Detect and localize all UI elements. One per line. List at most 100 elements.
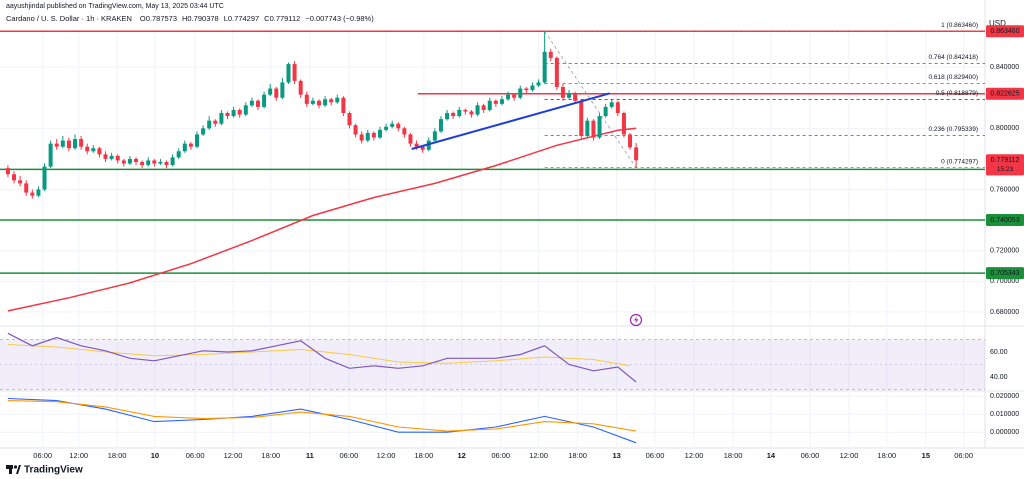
last-price-badge [986, 154, 1024, 176]
candle-body [518, 88, 523, 98]
candle-body [353, 125, 358, 135]
candle-body [286, 64, 291, 83]
x-tick-label: 06:00 [33, 451, 52, 460]
price-badge [986, 267, 1024, 280]
grid [0, 28, 985, 448]
candle-body [475, 105, 480, 115]
candle-body [12, 174, 17, 181]
fib-label: 0 (0.774297) [941, 158, 978, 165]
candle-body [390, 123, 395, 127]
candle-body [207, 120, 212, 129]
candle-body [195, 134, 199, 147]
candle-body [18, 180, 23, 184]
brand-logo [6, 465, 21, 474]
candle-body [359, 134, 364, 141]
candle-body [499, 99, 504, 104]
candle-body [188, 143, 193, 147]
candle-body [85, 146, 90, 152]
candle-body [371, 132, 376, 138]
x-tick-label: 14 [767, 451, 776, 460]
candle-body [182, 143, 187, 152]
fib-label: 0.764 (0.842418) [928, 54, 978, 61]
candle-body [469, 111, 474, 115]
price-badge [986, 25, 1024, 38]
candle-body [591, 120, 596, 138]
last-price-label: 0.779112 [991, 157, 1020, 164]
x-tick-label: 18:00 [724, 451, 743, 460]
price-badge-label: 0.740053 [990, 217, 1019, 224]
y-tick-label: 0.700000 [990, 278, 1019, 285]
x-tick-label: 18:00 [261, 451, 280, 460]
rsi-ma [7, 344, 631, 367]
candle-body [255, 100, 260, 107]
candle-body [48, 143, 53, 167]
fib-label: 0.236 (0.795339) [928, 126, 978, 133]
candle-body [542, 51, 547, 83]
candle-body [170, 157, 175, 166]
candle-body [512, 94, 517, 98]
ohlc-value: L0.774297 [224, 14, 259, 23]
macd-line [7, 400, 637, 432]
currency: USD [989, 19, 1006, 28]
candle-body [548, 51, 553, 58]
candle-body [384, 126, 389, 130]
candle-body [91, 148, 96, 152]
candle-body [335, 97, 340, 103]
y-tick-label: 0.800000 [990, 125, 1019, 132]
y-tick-label: 0.840000 [990, 64, 1019, 71]
y-tick-label: 0.020000 [990, 393, 1019, 400]
fib-label: 0.618 (0.829400) [928, 74, 978, 81]
x-tick-label: 12:00 [69, 451, 88, 460]
candle-body [402, 128, 407, 135]
y-tick-label: 0.000000 [990, 429, 1019, 436]
candle-body [24, 183, 29, 193]
candle-body [445, 113, 450, 120]
x-tick-label: 12:00 [840, 451, 859, 460]
candle-body [536, 82, 541, 86]
x-tick-label: 15 [922, 451, 930, 460]
candle-body [219, 113, 224, 124]
rsi-line [7, 332, 637, 383]
y-tick-label: 0.010000 [990, 411, 1019, 418]
x-tick-label: 12:00 [685, 451, 704, 460]
candle-body [573, 93, 578, 101]
candle-body [36, 189, 41, 196]
x-tick-label: 12:00 [377, 451, 396, 460]
candle-body [249, 100, 254, 106]
candle-body [292, 64, 297, 81]
candle-body [451, 113, 456, 117]
x-tick-label: 10 [151, 451, 159, 460]
candle-body [457, 109, 462, 117]
price-badge [986, 87, 1024, 100]
candle-body [408, 134, 413, 144]
candle-body [60, 140, 65, 147]
alert-icon [629, 313, 643, 327]
brand: TradingView [24, 465, 83, 476]
x-tick-label: 12 [458, 451, 466, 460]
x-tick-label: 18:00 [108, 451, 127, 460]
candle-body [73, 139, 78, 149]
candle-body [323, 99, 328, 106]
x-tick-label: 12:00 [529, 451, 548, 460]
x-tick-label: 11 [306, 451, 314, 460]
candle-body [396, 123, 401, 129]
x-tick-label: 18:00 [877, 451, 896, 460]
candle-body [414, 143, 419, 147]
x-tick-label: 18:00 [568, 451, 587, 460]
x-tick-label: 06:00 [954, 451, 973, 460]
price-badge-label: 0.822625 [990, 91, 1019, 98]
candle-body [243, 105, 248, 115]
candle-body [615, 102, 620, 114]
y-tick-label: 0.720000 [990, 248, 1019, 255]
candle-body [316, 100, 321, 106]
x-tick-label: 13 [612, 451, 620, 460]
candle-body [621, 113, 626, 135]
candle-body [268, 88, 273, 95]
candle-body [201, 128, 206, 135]
candle-body [481, 105, 486, 110]
published-note: aayushjindal published on TradingView.co… [6, 3, 224, 10]
candle-body [463, 109, 468, 112]
price-badge-label: 0.705343 [990, 270, 1019, 277]
candle-body [109, 155, 114, 159]
